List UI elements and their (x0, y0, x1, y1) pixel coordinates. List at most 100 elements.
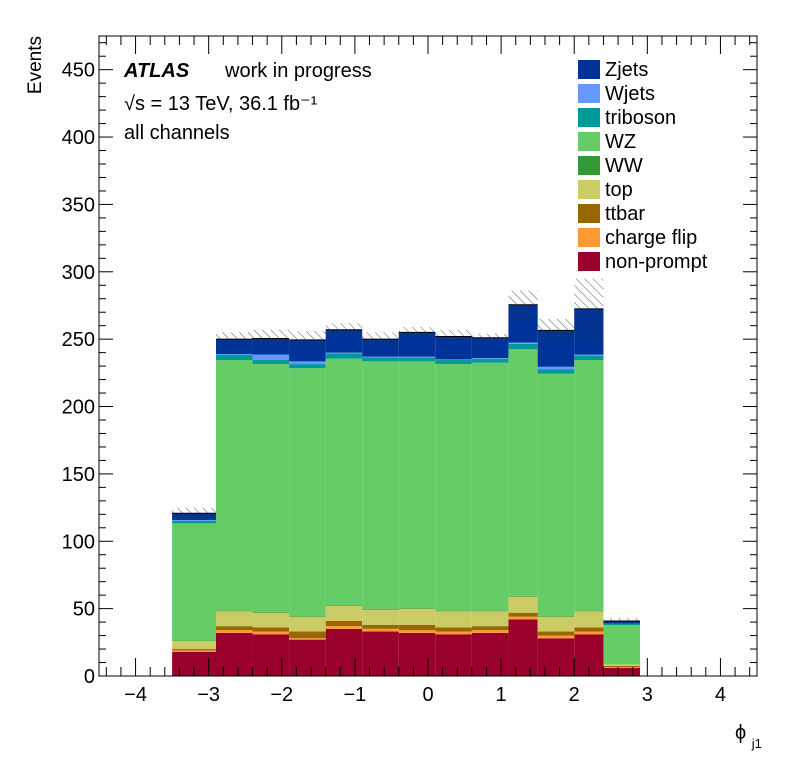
bar-Wjets-bin-9 (508, 342, 538, 344)
bar-triboson-bin-3 (289, 364, 326, 369)
x-axis-label-subscript: j1 (751, 736, 762, 751)
bar-non-prompt-bin-6 (398, 632, 436, 676)
uncertainty-bands (172, 278, 641, 624)
bar-triboson-bin-9 (508, 343, 538, 350)
bar-charge-flip-bin-8 (471, 630, 509, 633)
bar-Wjets-bin-11 (574, 354, 604, 356)
bar-charge-flip-bin-9 (508, 616, 538, 620)
uncertainty-band-bin-4 (325, 322, 363, 337)
legend-label: WZ (605, 131, 636, 153)
legend-swatch-Wjets (578, 84, 600, 103)
legend-label: Wjets (605, 83, 655, 105)
y-tick-label: 450 (62, 60, 95, 82)
bar-WZ-bin-2 (252, 364, 290, 612)
y-axis-label: Events (25, 36, 46, 94)
bar-WZ-bin-10 (537, 373, 575, 617)
legend-swatch-triboson (578, 108, 600, 127)
histogram-bars (172, 304, 684, 677)
uncertainty-band-bin-1 (215, 332, 253, 346)
legend-label: ttbar (605, 203, 645, 225)
bar-WZ-bin-3 (289, 368, 326, 617)
channel-label: all channels (124, 122, 230, 144)
y-tick-label: 50 (73, 599, 95, 621)
bar-WW-bin-8 (471, 610, 509, 612)
x-tick-label: 1 (496, 684, 507, 706)
y-tick-label: 0 (84, 666, 95, 688)
bar-WZ-bin-11 (574, 360, 604, 611)
bar-triboson-bin-10 (537, 369, 575, 374)
bar-WW-bin-11 (574, 610, 604, 612)
bar-non-prompt-bin-3 (289, 639, 326, 676)
bar-top-bin-0 (172, 640, 216, 650)
bar-WZ-bin-5 (362, 361, 399, 610)
energy-label: √s = 13 TeV, 36.1 fb⁻¹ (124, 93, 318, 115)
bar-non-prompt-bin-8 (471, 632, 509, 676)
bar-charge-flip-bin-0 (172, 650, 216, 652)
axes: 0 50 100 150 200 250 300 350 400 450 −4 −3 −2 −1 0 1 2 3 4 (62, 36, 757, 706)
bar-WW-bin-5 (362, 609, 399, 610)
uncertainty-band-bin-11 (574, 278, 604, 340)
legend-swatch-WW (578, 156, 600, 175)
bar-top-bin-7 (435, 611, 472, 628)
bar-top-bin-8 (471, 611, 509, 627)
bar-ttbar-bin-7 (435, 627, 472, 632)
y-tick-label: 200 (62, 397, 95, 419)
x-tick-label: 4 (715, 684, 726, 706)
bar-top-bin-9 (508, 596, 538, 613)
legend-label: non-prompt (605, 251, 708, 273)
uncertainty-band-bin-9 (508, 290, 538, 319)
legend-swatch-Zjets (578, 60, 600, 79)
bar-charge-flip-bin-7 (435, 631, 472, 635)
x-tick-label: 3 (642, 684, 653, 706)
x-tick-label: 0 (422, 684, 433, 706)
y-tick-label: 100 (62, 531, 95, 553)
bar-top-bin-4 (325, 605, 363, 621)
legend-label: charge flip (605, 227, 697, 249)
uncertainty-band-bin-8 (471, 333, 509, 342)
legend-label: top (605, 179, 633, 201)
legend-label: WW (605, 155, 643, 177)
uncertainty-band-bin-6 (398, 327, 436, 338)
bar-triboson-bin-0 (172, 520, 216, 524)
bar-top-bin-3 (289, 616, 326, 632)
bar-triboson-bin-5 (362, 357, 399, 362)
uncertainty-band-bin-2 (252, 329, 290, 348)
bar-non-prompt-bin-5 (362, 631, 399, 676)
bar-non-prompt-bin-9 (508, 619, 538, 676)
bar-WW-bin-1 (215, 610, 253, 612)
bar-Wjets-bin-3 (289, 361, 326, 365)
bar-Wjets-bin-2 (252, 354, 290, 361)
bar-top-bin-11 (574, 611, 604, 628)
x-tick-label: −1 (343, 684, 366, 706)
bar-charge-flip-bin-6 (398, 630, 436, 633)
bar-charge-flip-bin-2 (252, 631, 290, 635)
bar-non-prompt-bin-1 (215, 632, 253, 676)
atlas-label: ATLAS (123, 60, 190, 82)
bar-ttbar-bin-10 (537, 631, 575, 636)
bar-charge-flip-bin-1 (215, 630, 253, 633)
y-tick-label: 150 (62, 464, 95, 486)
bar-non-prompt-bin-2 (252, 634, 290, 676)
bar-non-prompt-bin-12 (603, 667, 641, 676)
bar-ttbar-bin-4 (325, 620, 363, 627)
legend-swatch-ttbar (578, 204, 600, 223)
uncertainty-band-bin-12 (603, 618, 641, 624)
bar-Wjets-bin-1 (215, 353, 253, 355)
uncertainty-band-bin-3 (289, 331, 326, 349)
uncertainty-band-bin-5 (362, 332, 399, 346)
bar-triboson-bin-8 (471, 358, 509, 363)
bar-Wjets-bin-7 (435, 359, 472, 361)
legend-label: triboson (605, 107, 676, 129)
bar-triboson-bin-7 (435, 360, 472, 365)
bar-Wjets-bin-8 (471, 358, 509, 359)
bar-charge-flip-bin-12 (603, 667, 641, 668)
bar-triboson-bin-4 (325, 353, 363, 359)
y-tick-label: 400 (62, 127, 95, 149)
bar-WW-bin-7 (435, 610, 472, 612)
bar-charge-flip-bin-3 (289, 638, 326, 640)
bar-ttbar-bin-9 (508, 612, 538, 617)
bar-WW-bin-4 (325, 605, 363, 606)
bar-triboson-bin-2 (252, 360, 290, 365)
